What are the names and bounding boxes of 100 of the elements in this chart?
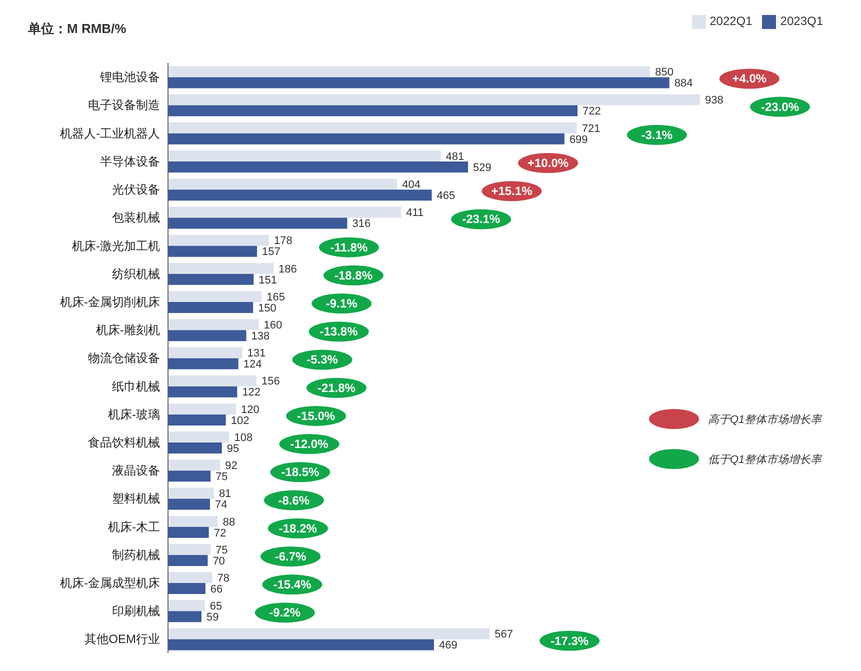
bar [168,234,269,246]
data-label: 404 [402,179,420,192]
bar [168,347,242,358]
annotation: -17.3% [550,634,589,648]
data-label: 102 [230,414,250,427]
bar [168,302,254,314]
data-label: 95 [226,442,240,455]
data-label: 699 [569,134,588,146]
bar [168,190,432,201]
y-tick-label: 机床-玻璃 [108,407,160,422]
bar [168,611,202,622]
data-label: 850 [655,66,674,79]
bar [168,516,218,527]
bar [168,470,211,482]
bar [168,178,398,190]
y-tick-label: 光伏设备 [112,182,160,197]
annotation: -15.0% [297,408,336,423]
bar [168,66,650,78]
data-label: 65 [210,600,222,613]
data-label: 120 [241,404,260,416]
annotation: -12.0% [290,437,329,452]
text: 高于Q1整体市场增长率 [708,412,822,426]
data-label: 178 [274,235,292,248]
data-label: 59 [206,612,219,624]
bar [168,403,236,414]
data-label: 722 [582,106,601,118]
annotation: -9.1% [326,296,358,311]
annotation: -11.8% [330,240,368,254]
bar [168,150,441,162]
y-tick-label: 机床-木工 [108,520,160,534]
y-tick-label: 塑料机械 [112,492,160,506]
data-label: 75 [216,471,228,484]
data-label: 131 [247,348,266,360]
y-tick-label: 制药机械 [112,548,160,562]
legend-label: 2023Q1 [780,14,823,28]
data-label: 186 [278,263,297,276]
annotation: -18.5% [281,465,320,480]
bar [168,600,205,612]
y-tick-label: 机床-金属成型机床 [60,576,160,590]
legend-label: 2022Q1 [710,14,752,28]
data-label: 150 [258,302,276,314]
data-label: 81 [218,488,232,500]
chart-title: 单位：M RMB/% [28,20,126,38]
text: +4.0% [732,72,767,86]
bar [168,432,230,443]
data-label: 122 [242,386,261,399]
data-label: 124 [243,358,262,371]
y-tick-label: 其他OEM行业 [84,632,160,646]
data-label: 157 [262,246,280,258]
annotation: -3.1% [641,128,673,142]
bar [168,358,238,370]
bar [168,77,670,88]
annotation: -6.7% [274,549,307,564]
y-tick-label: 包装机械 [112,210,160,225]
data-label: 70 [212,555,225,568]
bar [168,133,564,144]
data-label: 884 [674,78,693,90]
annotation: -23.1% [462,212,500,226]
bar [168,218,348,229]
y-tick-label: 纸巾机械 [112,379,160,394]
data-label: 75 [216,544,228,556]
data-label: 74 [214,499,228,512]
annotation: -9.2% [269,606,301,620]
data-label: 165 [266,291,285,304]
bar [168,498,210,510]
data-label: 316 [352,218,371,230]
bar [168,262,274,274]
text: 低于Q1整体市场增长率 [708,452,822,466]
data-label: 721 [582,122,600,135]
data-label: 138 [251,330,270,343]
annotation: -18.2% [278,521,318,536]
y-tick-label: 印刷机械 [112,604,160,618]
data-label: 92 [225,460,238,472]
annotation: +10.0% [528,156,569,170]
bar [168,319,259,330]
bar [168,330,246,342]
data-label: 156 [261,376,280,388]
data-label: 160 [264,320,282,332]
bar [168,583,206,594]
bar [168,488,214,499]
data-label: 411 [406,207,424,220]
data-label: 78 [217,572,230,584]
bar [168,628,490,640]
bar [168,442,222,454]
bar [168,572,212,584]
bar [168,639,434,650]
y-tick-label: 半导体设备 [100,154,160,168]
y-tick-label: 机床-金属切削机床 [60,294,160,309]
data-label: 529 [473,162,492,174]
annotation: -18.8% [334,268,373,282]
data-label: 108 [234,432,253,444]
data-label: 481 [446,150,464,163]
data-label: 72 [214,527,226,540]
data-label: 465 [436,190,456,202]
data-label: 151 [258,274,277,286]
bar [168,414,226,426]
y-tick-label: 机器人-工业机器人 [60,126,160,140]
text: -23.0% [760,100,800,114]
y-tick-label: 液晶设备 [112,464,160,478]
data-label: 567 [494,628,513,641]
